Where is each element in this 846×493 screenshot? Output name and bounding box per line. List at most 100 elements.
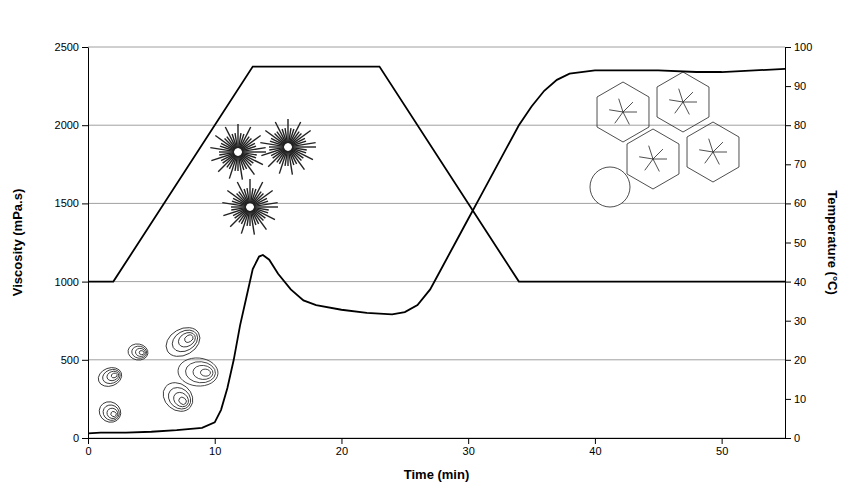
tick-label: 0 xyxy=(85,445,91,457)
swollen-granule xyxy=(222,179,278,235)
granule-ring xyxy=(96,364,125,389)
grid-line xyxy=(88,125,785,126)
tick: 2000 xyxy=(55,119,88,131)
granule-ray xyxy=(239,156,243,180)
tick: 100 xyxy=(785,41,812,53)
granule-ray xyxy=(240,127,251,148)
tick-label: 10 xyxy=(209,445,221,457)
tick: 10 xyxy=(785,393,806,405)
tick: 1000 xyxy=(55,276,88,288)
tick: 0 xyxy=(85,438,91,457)
y-axis: 05001000150020002500 xyxy=(55,41,89,444)
granule-ray xyxy=(254,206,278,207)
gel-strand xyxy=(713,152,719,164)
tick-label: 30 xyxy=(463,445,475,457)
tick: 50 xyxy=(785,237,806,249)
granule-ray xyxy=(242,151,266,152)
granule-ray xyxy=(251,211,255,235)
gel-strand xyxy=(623,112,637,113)
granule-ring xyxy=(161,322,205,363)
gel-strand xyxy=(713,142,723,152)
gel-cell xyxy=(657,72,709,132)
tick-mark xyxy=(88,438,89,444)
granule-ray xyxy=(225,127,236,148)
x-axis-title: Time (min) xyxy=(404,467,470,482)
tick-label: 2500 xyxy=(55,41,79,53)
tick: 10 xyxy=(209,438,221,457)
granule-ring xyxy=(177,396,187,406)
granule-ring xyxy=(110,411,117,418)
granule-ring xyxy=(95,398,124,426)
tick-label: 90 xyxy=(794,80,806,92)
y2-axis: 0102030405060708090100 xyxy=(785,41,812,444)
tick-mark xyxy=(785,438,791,439)
gel-cell xyxy=(597,82,649,142)
tick: 90 xyxy=(785,80,806,92)
tick-label: 30 xyxy=(794,315,806,327)
granule-ring xyxy=(127,342,149,361)
axis-line xyxy=(89,438,786,439)
gel-strand xyxy=(645,159,653,170)
gel-strand xyxy=(683,92,693,102)
granule-ray xyxy=(275,122,286,143)
granule-ray xyxy=(292,146,316,147)
granule-ray xyxy=(237,124,238,148)
granule-ray xyxy=(290,122,301,143)
tick: 70 xyxy=(785,158,806,170)
granule-ring xyxy=(185,360,217,384)
granule-ray xyxy=(292,149,313,160)
tick: 20 xyxy=(336,438,348,457)
granule-ray xyxy=(289,151,293,175)
gel-strand xyxy=(699,150,713,152)
tick: 2500 xyxy=(55,41,88,53)
granule-ray xyxy=(242,148,266,152)
tick-label: 500 xyxy=(61,354,79,366)
tick-mark xyxy=(785,125,791,126)
tick-label: 1000 xyxy=(55,276,79,288)
swollen-granule xyxy=(210,124,266,180)
granule-ray xyxy=(235,133,237,148)
granule-ray xyxy=(261,148,284,155)
granule-ring xyxy=(157,377,198,417)
tick-label: 40 xyxy=(589,445,601,457)
tick-label: 70 xyxy=(794,158,806,170)
tick-mark xyxy=(785,399,791,400)
granule-ring xyxy=(192,365,213,381)
gel-strand xyxy=(675,102,683,113)
granule-ray xyxy=(219,153,234,155)
gel-cell xyxy=(687,122,739,182)
grid-line xyxy=(88,438,785,439)
granule xyxy=(96,364,125,389)
granule xyxy=(161,322,205,363)
granule-ray xyxy=(244,189,249,203)
granule-ray xyxy=(254,203,278,207)
granule-ray xyxy=(292,143,316,147)
tick-label: 2000 xyxy=(55,119,79,131)
granule-ring xyxy=(183,334,194,344)
tick-label: 50 xyxy=(794,237,806,249)
tick-mark xyxy=(82,438,88,439)
viscosity-line xyxy=(88,69,785,433)
tick: 0 xyxy=(785,432,800,444)
tick: 60 xyxy=(785,197,806,209)
gel-strand xyxy=(649,146,653,159)
axis-line xyxy=(88,48,89,439)
gel-strand xyxy=(683,102,697,103)
gel-strand xyxy=(709,139,713,152)
grid-line xyxy=(88,47,785,48)
tick: 80 xyxy=(785,119,806,131)
granule-ray xyxy=(231,208,246,210)
tick-label: 100 xyxy=(794,41,812,53)
grid xyxy=(88,47,785,438)
chart: 0102030405005001000150020002500010203040… xyxy=(0,0,846,493)
tick-mark xyxy=(722,438,723,444)
tick: 500 xyxy=(61,354,88,366)
tick-label: 20 xyxy=(336,445,348,457)
granule-ray xyxy=(285,128,287,143)
gel-strand xyxy=(623,102,633,112)
tick-mark xyxy=(785,47,791,48)
granule-ray xyxy=(223,208,246,215)
y2-axis-title: Temperature (°C) xyxy=(825,190,840,295)
granule-ray xyxy=(282,129,287,143)
tick-mark xyxy=(785,243,791,244)
